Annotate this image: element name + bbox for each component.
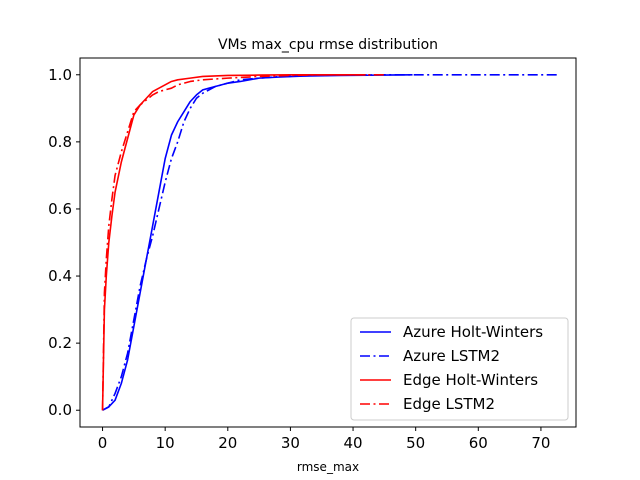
x-tick-label: 20 [218, 434, 237, 452]
x-tick-label: 10 [156, 434, 175, 452]
chart-title: VMs max_cpu rmse distribution [218, 37, 438, 53]
axis-ticks: 0 10 20 30 40 50 60 70 0.0 0.2 0.4 0.6 0.8 1.0 [48, 66, 550, 452]
x-tick-label: 30 [281, 434, 300, 452]
plot-frame [79, 57, 577, 428]
series-line-3 [101, 73, 385, 411]
legend: Azure Holt-Winters Azure LSTM2 Edge Holt-W… [350, 317, 569, 421]
y-tick-label: 0.0 [48, 401, 72, 419]
y-tick-label: 0.2 [48, 334, 72, 352]
legend-label-1: Azure LSTM2 [403, 347, 500, 365]
legend-label-0: Azure Holt-Winters [403, 323, 543, 341]
legend-label-2: Edge Holt-Winters [403, 371, 538, 389]
legend-box [350, 317, 569, 421]
x-tick-label: 50 [406, 434, 425, 452]
x-tick-label: 40 [344, 434, 363, 452]
x-tick-label: 0 [98, 434, 108, 452]
x-tick-label: 60 [469, 434, 488, 452]
legend-label-3: Edge LSTM2 [403, 395, 495, 413]
y-tick-label: 1.0 [48, 66, 72, 84]
y-tick-label: 0.8 [48, 133, 72, 151]
y-tick-label: 0.6 [48, 200, 72, 218]
series-line-2 [101, 73, 366, 411]
y-tick-label: 0.4 [48, 267, 72, 285]
x-axis-label: rmse_max [297, 460, 359, 474]
x-tick-label: 70 [531, 434, 550, 452]
plot-area [101, 73, 560, 411]
